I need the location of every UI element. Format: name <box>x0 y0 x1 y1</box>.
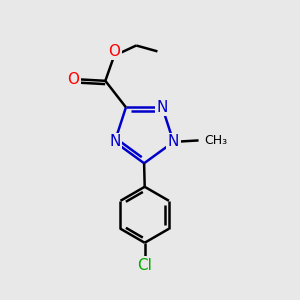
Text: N: N <box>157 100 168 115</box>
Text: N: N <box>168 134 179 149</box>
Text: O: O <box>68 72 80 87</box>
Text: Cl: Cl <box>137 258 152 273</box>
Text: N: N <box>109 134 120 149</box>
Text: CH₃: CH₃ <box>204 134 227 147</box>
Text: O: O <box>108 44 120 59</box>
